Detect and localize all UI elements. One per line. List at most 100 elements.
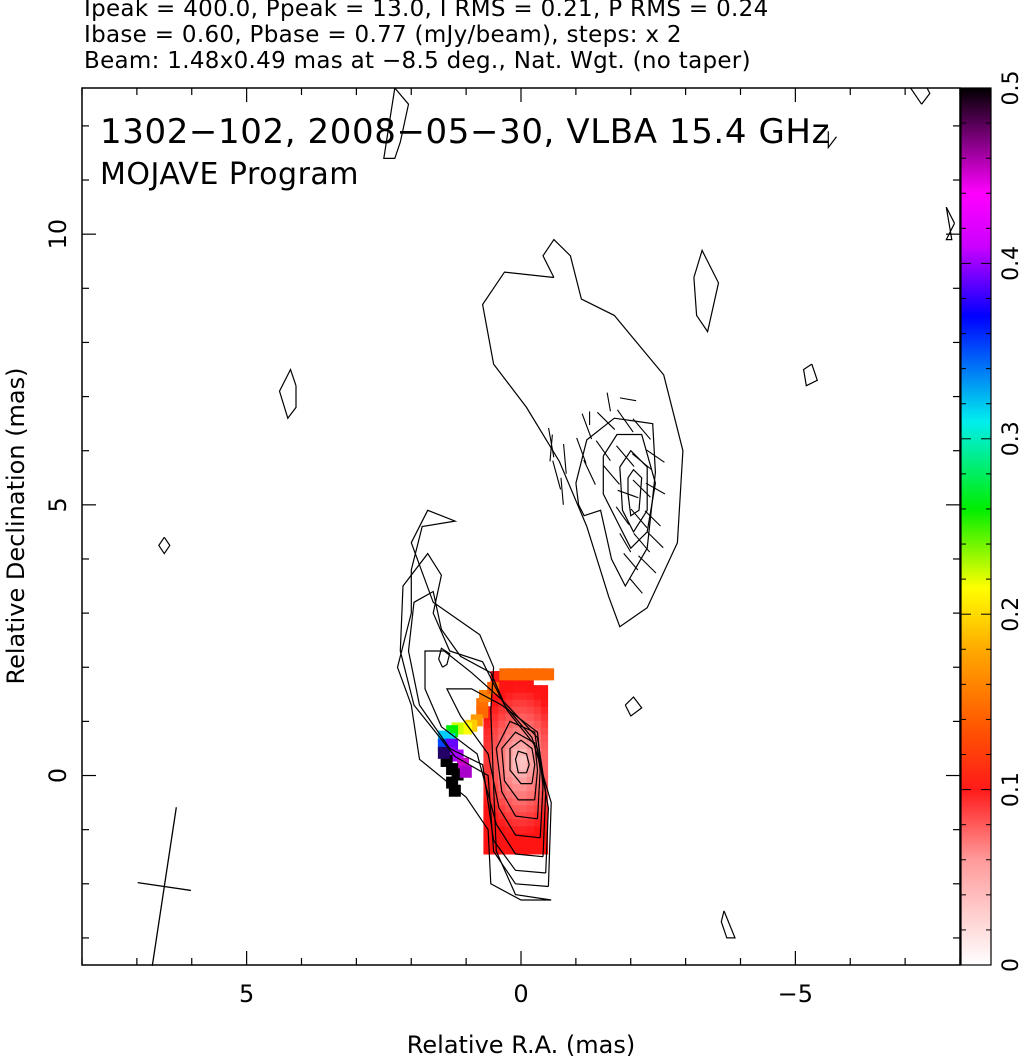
pol-pixel — [533, 692, 541, 700]
contour-line — [802, 363, 819, 387]
pol-pixel — [497, 706, 506, 714]
pol-pixel — [519, 720, 527, 728]
pol-pixel — [519, 755, 527, 764]
pol-pixel — [519, 734, 527, 742]
pol-pixel — [497, 804, 506, 813]
evpa-tick — [581, 413, 593, 440]
y-axis-label: Relative Declination (mas) — [2, 367, 30, 684]
x-tick-label: 5 — [239, 980, 254, 1008]
pol-pixel — [504, 678, 513, 686]
pol-pixel — [526, 748, 534, 756]
pol-pixel — [526, 811, 534, 820]
pol-pixel — [533, 699, 541, 707]
pol-pixel — [490, 713, 499, 721]
evpa-tick — [617, 489, 639, 499]
pol-pixel — [526, 692, 534, 700]
x-tick-label: 0 — [513, 980, 528, 1008]
evpa-tick — [631, 453, 652, 470]
chart-title-line-1: 1302−102, 2008−05−30, VLBA 15.4 GHz — [100, 112, 830, 152]
pol-pixel — [533, 804, 541, 813]
pol-pixel — [526, 762, 534, 771]
pol-pixel — [504, 741, 513, 749]
contour-line — [619, 449, 648, 534]
pol-pixel — [519, 762, 527, 771]
pol-pixel — [490, 832, 499, 841]
pol-pixel — [511, 692, 520, 700]
pol-pixel — [526, 685, 534, 693]
pol-pixel — [526, 797, 534, 806]
pol-pixel — [540, 685, 549, 693]
colorbar-tick-label: 0.2 — [999, 597, 1021, 632]
pol-pixel — [497, 818, 506, 827]
pol-pixel — [511, 783, 520, 792]
pol-pixel — [540, 839, 549, 848]
pol-pixel — [504, 769, 513, 778]
pol-pixel — [533, 706, 541, 714]
pol-pixel — [526, 776, 534, 785]
pol-pixel — [511, 797, 520, 806]
pol-pixel — [533, 720, 541, 728]
pol-pixel — [511, 839, 520, 848]
pol-pixel — [437, 746, 450, 759]
pol-pixel — [504, 685, 513, 693]
pol-pixel — [526, 727, 534, 735]
contour-line — [481, 238, 684, 628]
colorbar-bar — [960, 87, 992, 966]
pol-pixel — [533, 790, 541, 799]
pol-pixel — [497, 762, 506, 771]
pol-pixel — [511, 818, 520, 827]
pol-pixel — [490, 769, 499, 778]
pol-pixel — [499, 668, 512, 681]
contour-line — [602, 433, 657, 550]
pol-pixel — [540, 769, 549, 778]
beam-minor-axis — [137, 881, 192, 892]
colorbar-tick-label: 0.3 — [999, 421, 1021, 456]
pol-pixel — [490, 839, 499, 848]
pol-pixel — [519, 811, 527, 820]
pol-pixel — [511, 769, 520, 778]
pol-pixel — [511, 846, 520, 855]
pol-pixel — [511, 699, 520, 707]
pol-pixel — [533, 839, 541, 848]
pol-pixel — [504, 825, 513, 834]
evpa-tick — [596, 411, 616, 430]
evpa-tick — [630, 508, 648, 529]
evpa-tick — [619, 533, 632, 553]
pol-pixel — [483, 811, 492, 820]
pol-pixel — [511, 685, 520, 693]
evpa-tick — [645, 482, 666, 495]
pol-pixel — [511, 804, 520, 813]
contour-line — [720, 910, 736, 939]
pol-pixel — [490, 825, 499, 834]
header-line-1: Ipeak = 400.0, Ppeak = 13.0, I RMS = 0.2… — [84, 0, 769, 22]
pol-pixel — [497, 769, 506, 778]
pol-pixel — [504, 713, 513, 721]
pol-pixel — [504, 790, 513, 799]
evpa-tick — [615, 506, 630, 525]
pol-pixel — [483, 797, 492, 806]
evpa-tick — [632, 418, 651, 440]
pol-pixel — [519, 825, 527, 834]
pol-pixel — [483, 741, 492, 749]
pol-pixel — [497, 832, 506, 841]
pol-pixel — [504, 762, 513, 771]
pol-pixel — [511, 762, 520, 771]
pol-pixel — [497, 727, 506, 735]
contour-line — [827, 131, 837, 150]
pol-pixel — [540, 846, 549, 855]
pol-pixel — [497, 741, 506, 749]
pol-pixel — [511, 706, 520, 714]
pol-pixel — [533, 727, 541, 735]
pol-pixel — [540, 692, 549, 700]
pol-pixel — [526, 720, 534, 728]
evpa-tick — [629, 578, 643, 594]
pol-pixel — [504, 832, 513, 841]
pol-pixel — [526, 699, 534, 707]
pol-pixel — [483, 846, 492, 855]
pol-pixel — [526, 818, 534, 827]
colorbar-tick-label: 0 — [999, 958, 1021, 972]
pol-pixel — [483, 720, 492, 728]
contour-line — [396, 509, 552, 901]
pol-pixel — [519, 846, 527, 855]
evpa-tick — [632, 479, 651, 498]
